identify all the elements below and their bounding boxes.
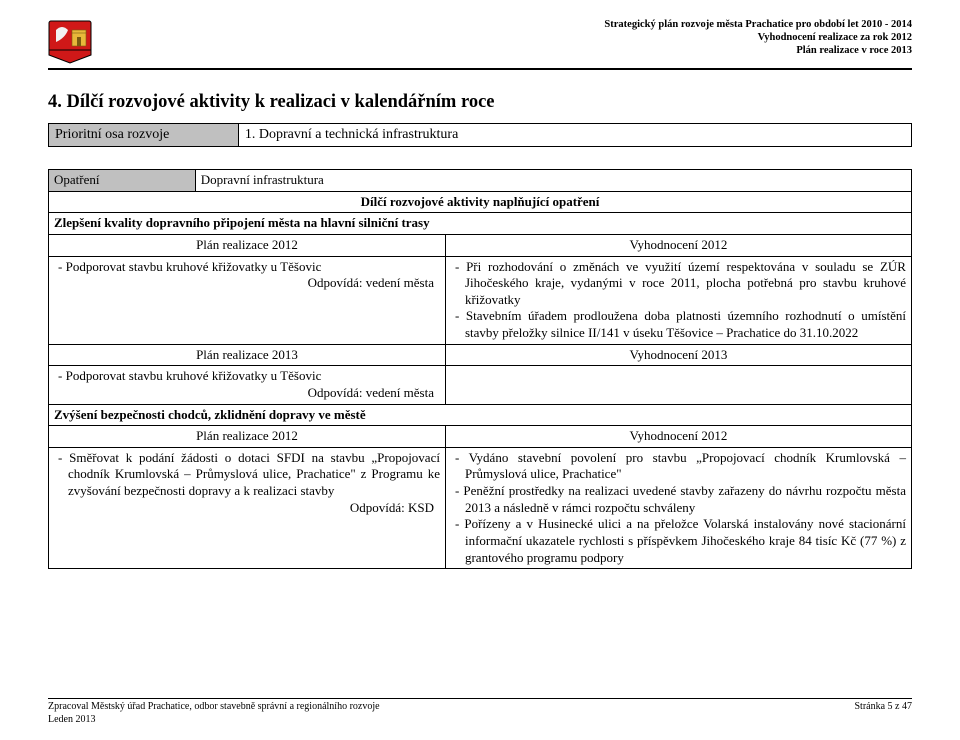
subactivity-2: Zvýšení bezpečnosti chodců, zklidnění do… bbox=[49, 404, 912, 426]
sub1-plan2012-left: Podporovat stavbu kruhové křižovatky u T… bbox=[49, 256, 446, 344]
page-header: Strategický plán rozvoje města Prachatic… bbox=[48, 18, 912, 70]
header-line-3: Plán realizace v roce 2013 bbox=[604, 44, 912, 57]
subactivity-1: Zlepšení kvality dopravního připojení mě… bbox=[49, 213, 912, 235]
sub1-2013-resp: Odpovídá: vedení města bbox=[54, 385, 440, 402]
sub1-plan2013-left: Podporovat stavbu kruhové křižovatky u T… bbox=[49, 366, 446, 404]
sub1-left-item: Podporovat stavbu kruhové křižovatky u T… bbox=[54, 259, 440, 276]
sub1-2013-item: Podporovat stavbu kruhové křižovatky u T… bbox=[54, 368, 440, 385]
footer-line-1: Zpracoval Městský úřad Prachatice, odbor… bbox=[48, 701, 380, 714]
sub1-right-item-2: Stavebním úřadem prodloužena doba platno… bbox=[451, 308, 906, 341]
header-title-block: Strategický plán rozvoje města Prachatic… bbox=[604, 18, 912, 57]
sub1-plan2013-right bbox=[445, 366, 911, 404]
plan2013-right-head: Vyhodnocení 2013 bbox=[445, 344, 911, 366]
priority-axis-table: Prioritní osa rozvoje 1. Dopravní a tech… bbox=[48, 123, 912, 147]
priority-value: 1. Dopravní a technická infrastruktura bbox=[238, 124, 911, 147]
header-line-2: Vyhodnocení realizace za rok 2012 bbox=[604, 31, 912, 44]
sub2-plan2012-right: Vydáno stavební povolení pro stavbu „Pro… bbox=[445, 447, 911, 568]
sub2-right-item-2: Peněžní prostředky na realizaci uvedené … bbox=[451, 483, 906, 516]
sub2-left-item: Směřovat k podání žádosti o dotaci SFDI … bbox=[54, 450, 440, 500]
city-crest-icon bbox=[48, 20, 92, 64]
plan2013-left-head: Plán realizace 2013 bbox=[49, 344, 446, 366]
sub1-plan2012-right: Při rozhodování o změnách ve využití úze… bbox=[445, 256, 911, 344]
footer-line-2: Leden 2013 bbox=[48, 714, 380, 727]
sub2-plan2012-left: Směřovat k podání žádosti o dotaci SFDI … bbox=[49, 447, 446, 568]
sub2-right-item-1: Vydáno stavební povolení pro stavbu „Pro… bbox=[451, 450, 906, 483]
sub2-plan2012-left-head: Plán realizace 2012 bbox=[49, 426, 446, 448]
page-footer: Zpracoval Městský úřad Prachatice, odbor… bbox=[48, 698, 912, 726]
dilci-header: Dílčí rozvojové aktivity naplňující opat… bbox=[49, 191, 912, 213]
sub2-right-item-3: Pořízeny a v Husinecké ulici a na přelož… bbox=[451, 516, 906, 566]
header-line-1: Strategický plán rozvoje města Prachatic… bbox=[604, 18, 912, 31]
opatreni-label: Opatření bbox=[49, 170, 196, 192]
section-title: 4. Dílčí rozvojové aktivity k realizaci … bbox=[48, 92, 912, 113]
sub1-right-item-1: Při rozhodování o změnách ve využití úze… bbox=[451, 259, 906, 309]
measures-table: Opatření Dopravní infrastruktura Dílčí r… bbox=[48, 169, 912, 569]
sub2-plan2012-right-head: Vyhodnocení 2012 bbox=[445, 426, 911, 448]
plan2012-right-head: Vyhodnocení 2012 bbox=[445, 234, 911, 256]
footer-page-number: Stránka 5 z 47 bbox=[855, 701, 913, 726]
sub1-resp: Odpovídá: vedení města bbox=[54, 275, 440, 292]
opatreni-value: Dopravní infrastruktura bbox=[195, 170, 911, 192]
priority-label: Prioritní osa rozvoje bbox=[49, 124, 239, 147]
plan2012-left-head: Plán realizace 2012 bbox=[49, 234, 446, 256]
sub2-resp: Odpovídá: KSD bbox=[54, 500, 440, 517]
